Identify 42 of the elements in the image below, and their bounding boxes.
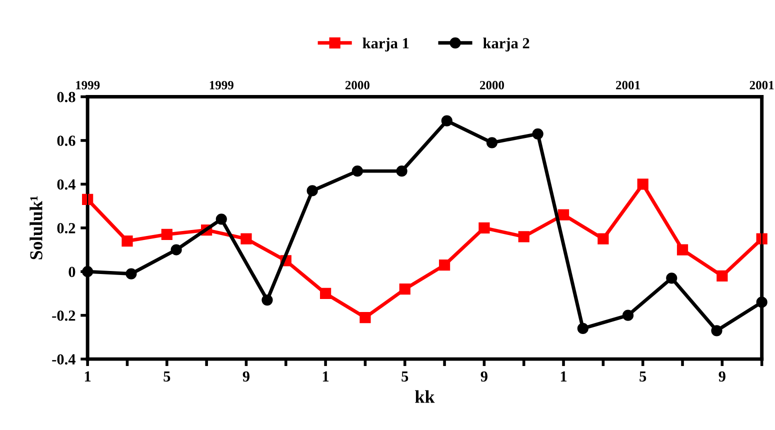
y-tick-label: 0.2 — [57, 223, 76, 234]
point — [716, 270, 728, 282]
point — [478, 222, 490, 234]
point — [82, 194, 94, 206]
point — [320, 288, 332, 300]
x-axis-title: kk — [415, 390, 435, 403]
x-tick-label: 1 — [84, 371, 91, 382]
x-tick-label: 9 — [480, 371, 488, 382]
y-tick-label: 0.8 — [57, 92, 76, 102]
x-tick-label: 9 — [242, 371, 250, 382]
x2-tick-label: 2000 — [480, 80, 504, 90]
y-tick-label: 0.6 — [57, 136, 76, 146]
point — [438, 260, 450, 271]
x2-tick-label: 2001 — [750, 80, 774, 90]
point — [161, 228, 172, 240]
point — [240, 233, 252, 244]
point — [558, 209, 570, 220]
y-tick-label: -0.4 — [52, 354, 76, 365]
x-tick-label: 5 — [164, 371, 170, 382]
point — [598, 233, 609, 244]
legend-label: karja 1 — [362, 38, 409, 52]
point — [399, 284, 410, 295]
x-tick-label: 5 — [402, 371, 408, 382]
y-tick-label: 0.4 — [57, 179, 76, 190]
x-tick-label: 1 — [322, 371, 329, 382]
x2-tick-label: 1999 — [210, 80, 234, 90]
point — [360, 312, 371, 324]
x-tick-label: 1 — [560, 371, 567, 382]
point — [637, 178, 648, 190]
point — [756, 233, 768, 244]
y-axis-title: Soluluk¹ — [30, 196, 42, 260]
y-tick-label: -0.2 — [52, 310, 76, 321]
x-tick-label: 5 — [640, 371, 646, 382]
x2-tick-label: 2001 — [616, 80, 640, 90]
y-tick-label: 0 — [68, 266, 76, 278]
x2-tick-label: 2000 — [345, 80, 370, 90]
point — [518, 231, 530, 242]
point — [122, 235, 133, 247]
x-tick-label: 9 — [718, 371, 726, 382]
point — [676, 244, 688, 256]
x2-tick-label: 1999 — [76, 80, 100, 90]
legend-label: karja 2 — [483, 38, 530, 52]
